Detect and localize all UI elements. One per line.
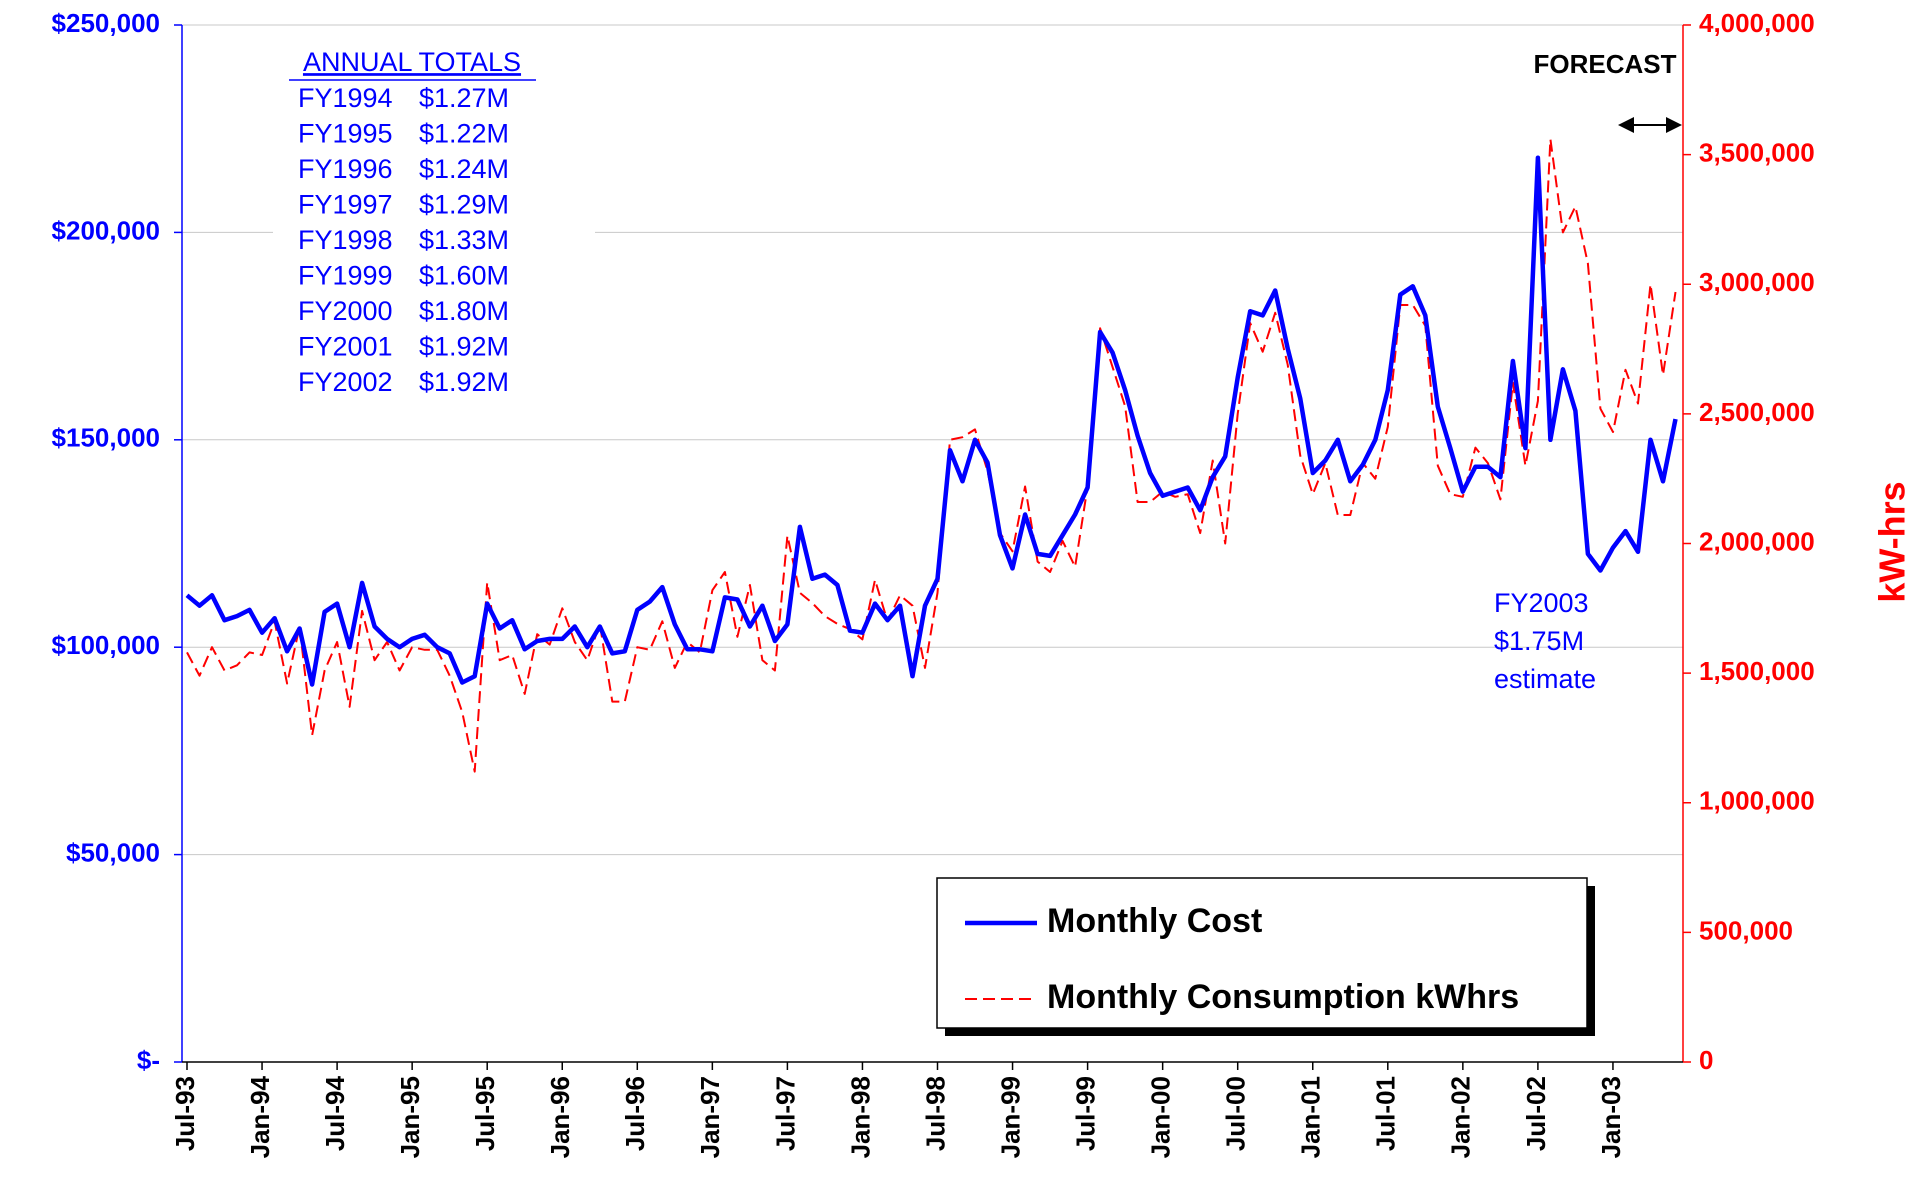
annual-total-amount: $1.60M bbox=[419, 261, 509, 291]
x-tick-label: Jul-02 bbox=[1521, 1076, 1551, 1151]
y2-tick-label: 3,500,000 bbox=[1699, 138, 1815, 168]
annual-total-year: FY1997 bbox=[298, 190, 393, 220]
y-tick-label: $200,000 bbox=[52, 215, 160, 245]
annual-total-amount: $1.27M bbox=[419, 83, 509, 113]
x-tick-label: Jul-01 bbox=[1371, 1076, 1401, 1151]
annual-total-amount: $1.29M bbox=[419, 190, 509, 220]
y-tick-label: $150,000 bbox=[52, 423, 160, 453]
annual-total-year: FY2002 bbox=[298, 367, 393, 397]
y2-tick-label: 2,500,000 bbox=[1699, 397, 1815, 427]
series-line bbox=[185, 155, 1678, 687]
forecast-arrowhead bbox=[1618, 117, 1682, 133]
x-tick-label: Jan-00 bbox=[1146, 1076, 1176, 1158]
annual-total-amount: $1.80M bbox=[419, 296, 509, 326]
y2-tick-label: 1,000,000 bbox=[1699, 786, 1815, 816]
annual-total-year: FY1998 bbox=[298, 225, 393, 255]
annual-total-amount: $1.22M bbox=[419, 119, 509, 149]
x-tick-label: Jul-98 bbox=[920, 1076, 950, 1151]
annual-total-year: FY1994 bbox=[298, 83, 393, 113]
y2-axis-title: kW-hrs bbox=[1872, 481, 1913, 602]
x-tick-label: Jan-96 bbox=[545, 1076, 575, 1158]
y2-tick-label: 2,000,000 bbox=[1699, 526, 1815, 556]
annual-total-year: FY1999 bbox=[298, 261, 393, 291]
y2-tick-label: 500,000 bbox=[1699, 915, 1793, 945]
series-line bbox=[186, 138, 1677, 773]
annual-total-amount: $1.92M bbox=[419, 332, 509, 362]
x-tick-label: Jul-96 bbox=[620, 1076, 650, 1151]
y-tick-label: $50,000 bbox=[66, 837, 160, 867]
x-tick-label: Jul-97 bbox=[770, 1076, 800, 1151]
y2-tick-label: 0 bbox=[1699, 1045, 1713, 1075]
x-tick-label: Jan-01 bbox=[1296, 1076, 1326, 1158]
annual-total-year: FY2000 bbox=[298, 296, 393, 326]
annual-total-year: FY1996 bbox=[298, 154, 393, 184]
x-tick-label: Jul-99 bbox=[1070, 1076, 1100, 1151]
x-tick-label: Jan-98 bbox=[845, 1076, 875, 1158]
y-tick-label: $- bbox=[137, 1045, 160, 1075]
annual-total-year: FY1995 bbox=[298, 119, 393, 149]
estimate-note: estimate bbox=[1494, 664, 1596, 694]
x-tick-label: Jan-97 bbox=[695, 1076, 725, 1158]
estimate-note: FY2003 bbox=[1494, 588, 1589, 618]
annual-total-amount: $1.24M bbox=[419, 154, 509, 184]
y2-tick-label: 4,000,000 bbox=[1699, 8, 1815, 38]
forecast-label: FORECAST bbox=[1534, 49, 1677, 79]
x-tick-label: Jul-94 bbox=[320, 1075, 350, 1151]
annual-total-year: FY2001 bbox=[298, 332, 393, 362]
x-tick-label: Jan-02 bbox=[1446, 1076, 1476, 1158]
x-tick-label: Jan-95 bbox=[395, 1076, 425, 1158]
legend-label: Monthly Consumption kWhrs bbox=[1047, 978, 1519, 1016]
estimate-note: $1.75M bbox=[1494, 626, 1584, 656]
x-tick-label: Jan-99 bbox=[995, 1076, 1025, 1158]
x-tick-label: Jul-00 bbox=[1221, 1076, 1251, 1151]
x-tick-label: Jan-94 bbox=[245, 1075, 275, 1158]
y-tick-label: $250,000 bbox=[52, 8, 160, 38]
legend bbox=[936, 877, 1588, 1029]
y-tick-label: $100,000 bbox=[52, 630, 160, 660]
annual-totals-title: ANNUAL TOTALS bbox=[303, 47, 521, 77]
annual-total-amount: $1.92M bbox=[419, 367, 509, 397]
x-tick-label: Jan-03 bbox=[1596, 1076, 1626, 1158]
y2-tick-label: 3,000,000 bbox=[1699, 267, 1815, 297]
y2-tick-label: 1,500,000 bbox=[1699, 656, 1815, 686]
annual-total-amount: $1.33M bbox=[419, 225, 509, 255]
x-tick-label: Jul-93 bbox=[170, 1076, 200, 1151]
annotation-background bbox=[273, 40, 595, 410]
x-tick-label: Jul-95 bbox=[470, 1076, 500, 1151]
legend-label: Monthly Cost bbox=[1047, 902, 1262, 940]
